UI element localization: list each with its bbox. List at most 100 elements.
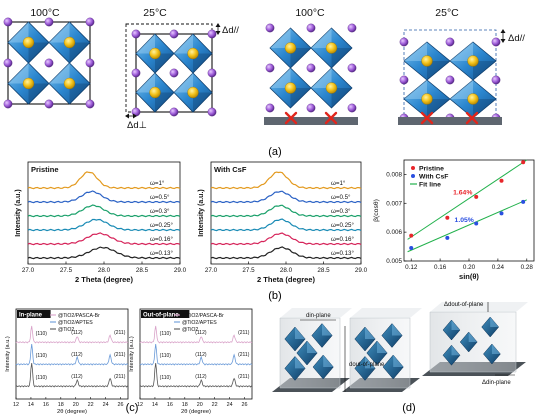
octahedron-facet bbox=[491, 344, 501, 354]
x-site-atom bbox=[3, 17, 13, 27]
xrd-curve bbox=[210, 218, 362, 232]
octahedron-facet bbox=[295, 356, 306, 369]
strain-annotation: 1.64% bbox=[453, 190, 472, 197]
x-site-atom bbox=[347, 63, 357, 73]
b-site-atom bbox=[325, 82, 338, 94]
octahedron-facet bbox=[8, 63, 29, 84]
octahedron-facet bbox=[155, 92, 174, 112]
octahedron-facet bbox=[490, 317, 499, 327]
x-site-atom bbox=[207, 107, 217, 117]
y-axis-label: β(cosθ) bbox=[373, 199, 380, 222]
gixrd-curve bbox=[16, 362, 129, 388]
x-axis-label: 2 Theta (degree) bbox=[75, 275, 133, 284]
b-site-atom bbox=[421, 55, 433, 67]
octahedron-facet bbox=[404, 42, 427, 61]
x-site-atom bbox=[491, 37, 501, 47]
octahedron-facet bbox=[323, 355, 334, 367]
x-tick-label: 29.0 bbox=[174, 267, 187, 274]
x-tick-label: 20 bbox=[197, 402, 203, 408]
octahedron-facet bbox=[49, 63, 70, 84]
legend-item: Fit line bbox=[419, 182, 441, 189]
octahedron-facet bbox=[377, 341, 388, 353]
legend-item: With CsF bbox=[419, 174, 448, 181]
x-tick-label: 16 bbox=[167, 402, 173, 408]
b-site-atom bbox=[284, 42, 297, 54]
xrd-curve bbox=[27, 204, 181, 218]
arrow-head bbox=[500, 39, 506, 43]
plot-title: With CsF bbox=[214, 165, 247, 174]
peak-label: (112) bbox=[195, 330, 207, 336]
octahedron-facet bbox=[193, 92, 212, 112]
gixrd-curve bbox=[15, 343, 129, 366]
arrow-head bbox=[125, 113, 129, 119]
data-point bbox=[409, 233, 414, 238]
cross-mark bbox=[284, 111, 298, 125]
data-point bbox=[409, 246, 414, 251]
x-site-atom bbox=[265, 63, 275, 73]
omega-label: ω=0.16° bbox=[331, 236, 354, 243]
omega-label: ω=0.13° bbox=[150, 250, 173, 257]
xrd-curve bbox=[27, 246, 181, 260]
x-site-atom bbox=[3, 58, 13, 68]
octahedron-facet bbox=[404, 80, 427, 99]
data-point bbox=[521, 160, 526, 165]
plot-frame bbox=[139, 308, 253, 400]
peak-label: (211) bbox=[238, 352, 250, 358]
plot-title: Out-of-plane bbox=[143, 313, 179, 319]
x-tick-label: 18 bbox=[182, 402, 188, 408]
octahedron-facet bbox=[365, 356, 376, 369]
x-tick-label: 24 bbox=[103, 402, 109, 408]
x-site-atom bbox=[399, 75, 409, 85]
legend-item: Pristine bbox=[419, 166, 444, 173]
substrate bbox=[398, 117, 502, 125]
data-point bbox=[499, 211, 504, 216]
b-site-atom bbox=[63, 77, 76, 90]
peak-label: (211) bbox=[114, 352, 126, 358]
x-site-atom bbox=[347, 103, 357, 113]
peak-label: (211) bbox=[238, 330, 250, 336]
peak-label: (110) bbox=[36, 375, 48, 381]
y-axis-label: Intensity (a.u.) bbox=[15, 189, 22, 236]
octahedron-facet bbox=[331, 48, 352, 68]
temperature-label: 100°C bbox=[295, 7, 325, 19]
x-site-atom bbox=[491, 75, 501, 85]
omega-label: ω=0.5° bbox=[331, 194, 351, 201]
x-site-atom bbox=[169, 107, 179, 117]
octahedron-facet bbox=[473, 61, 496, 80]
legend-item: @TiO2 bbox=[182, 327, 198, 333]
plot-frame bbox=[15, 308, 129, 400]
x-tick-label: 28.5 bbox=[317, 267, 330, 274]
temperature-label: 25°C bbox=[435, 7, 459, 19]
octahedron-facet bbox=[155, 53, 174, 73]
peak-label: (112) bbox=[195, 352, 207, 358]
octahedron-facet bbox=[468, 332, 478, 342]
delta-d-out-of-plane-label: Δdout-of-plane bbox=[444, 302, 484, 308]
x-site-atom bbox=[85, 99, 95, 109]
octahedron-facet bbox=[193, 53, 212, 73]
octahedron-facet bbox=[136, 34, 155, 54]
x-tick-label: 27.0 bbox=[22, 267, 35, 274]
x-tick-label: 0.20 bbox=[463, 264, 476, 271]
x-tick-label: 27.0 bbox=[205, 267, 218, 274]
legend-item: @TiO2 bbox=[58, 327, 74, 333]
panel-d-label: (d) bbox=[402, 402, 415, 414]
octahedron-facet bbox=[270, 68, 291, 88]
x-tick-label: 22 bbox=[88, 402, 94, 408]
legend-marker bbox=[411, 174, 415, 178]
x-tick-label: 0.24 bbox=[492, 264, 505, 271]
omega-label: ω=0.13° bbox=[331, 250, 354, 257]
y-tick-label: 0.005 bbox=[386, 258, 402, 265]
legend-item: @TiO2/PASCA-Br bbox=[58, 313, 100, 319]
delta-d-parallel-label: Δd// bbox=[508, 33, 525, 44]
xrd-curve bbox=[210, 232, 362, 246]
cross-mark bbox=[465, 111, 479, 125]
delta-d-perpendicular-label: Δd⊥ bbox=[127, 120, 147, 131]
y-axis-label: Intensity (a.u.) bbox=[129, 336, 135, 372]
xrd-curve bbox=[210, 204, 362, 218]
arrow-head bbox=[215, 23, 221, 27]
octahedron-facet bbox=[473, 99, 496, 118]
x-site-atom bbox=[306, 63, 316, 73]
y-tick-label: 0.007 bbox=[386, 200, 402, 207]
temperature-label: 25°C bbox=[143, 7, 167, 19]
